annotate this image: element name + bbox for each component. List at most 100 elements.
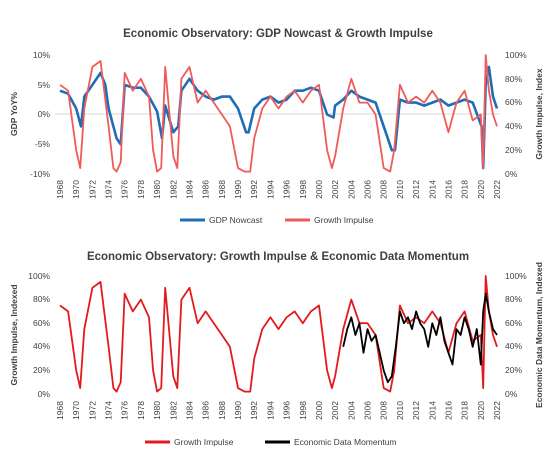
x-tick-label: 1972 (87, 401, 97, 420)
x-tick-label: 1998 (298, 180, 308, 199)
x-tick-label: 2000 (314, 180, 324, 199)
chart-2-y2tick: 0% (505, 389, 518, 399)
x-tick-label: 1994 (265, 401, 275, 420)
x-tick-label: 2002 (330, 401, 340, 420)
x-tick-label: 1992 (249, 401, 259, 420)
x-tick-label: 1996 (282, 180, 292, 199)
chart-2-right-tick-labels: 100% 80% 60% 40% 20% 0% (505, 271, 527, 399)
x-tick-label: 1986 (201, 180, 211, 199)
x-tick-label: 2020 (476, 401, 486, 420)
x-tick-label: 1970 (71, 401, 81, 420)
chart-2-y2tick: 20% (505, 365, 522, 375)
x-tick-label: 1974 (104, 180, 114, 199)
x-tick-label: 1984 (184, 401, 194, 420)
chart-1-y2tick: 40% (505, 121, 522, 131)
chart-1-y2tick: 60% (505, 97, 522, 107)
x-tick-label: 2022 (492, 180, 502, 199)
x-tick-label: 2008 (379, 180, 389, 199)
x-tick-label: 1996 (282, 401, 292, 420)
chart-1-y2label: Growth Impulse, Index (534, 68, 544, 159)
chart-2-left-tick-labels: 100% 80% 60% 40% 20% 0% (28, 271, 50, 399)
x-tick-label: 1988 (217, 401, 227, 420)
chart-2-y2tick: 80% (505, 294, 522, 304)
chart-2-y2tick: 60% (505, 318, 522, 328)
x-tick-label: 1978 (136, 180, 146, 199)
chart-2-y2label: Economic Data Momentum, Indexed (534, 262, 544, 408)
x-tick-label: 2014 (427, 180, 437, 199)
x-tick-label: 2018 (460, 401, 470, 420)
legend-label-growth-impulse: Growth Impulse (174, 437, 234, 447)
x-tick-label: 2016 (443, 180, 453, 199)
chart-2-ytick: 20% (33, 365, 50, 375)
x-tick-label: 1980 (152, 180, 162, 199)
x-tick-label: 1984 (184, 180, 194, 199)
chart-1-y2tick: 100% (505, 50, 527, 60)
x-tick-label: 2016 (443, 401, 453, 420)
x-tick-label: 2022 (492, 401, 502, 420)
legend-label-economic-data-momentum: Economic Data Momentum (294, 437, 397, 447)
chart-1-ytick: 10% (33, 50, 50, 60)
chart-1-right-tick-labels: 100% 80% 60% 40% 20% 0% (505, 50, 527, 179)
chart-1: Economic Observatory: GDP Nowcast & Grow… (9, 28, 544, 225)
x-tick-label: 2010 (395, 401, 405, 420)
x-tick-label: 1980 (152, 401, 162, 420)
chart-1-series-lines (59, 54, 499, 173)
chart-2-legend: Growth Impulse Economic Data Momentum (145, 437, 397, 447)
chart-1-x-tick-labels: 1968 1970 1972 1974 1976 1978 1980 1982 1984 1986… (55, 180, 502, 199)
x-tick-label: 1972 (87, 180, 97, 199)
x-tick-label: 2012 (411, 401, 421, 420)
chart-2-x-tick-labels: 1968 1970 1972 1974 1976 1978 1980 1982 1984 1986… (55, 401, 502, 420)
series-line-growth-impulse (59, 54, 498, 173)
legend-label-gdp-nowcast: GDP Nowcast (209, 215, 263, 225)
chart-1-legend: GDP Nowcast Growth Impulse (180, 215, 374, 225)
x-tick-label: 2004 (346, 180, 356, 199)
chart-2-ytick: 40% (33, 341, 50, 351)
x-tick-label: 1982 (168, 180, 178, 199)
x-tick-label: 1990 (233, 180, 243, 199)
x-tick-label: 1968 (55, 401, 65, 420)
x-tick-label: 2006 (363, 180, 373, 199)
x-tick-label: 1998 (298, 401, 308, 420)
x-tick-label: 2012 (411, 180, 421, 199)
x-tick-label: 1982 (168, 401, 178, 420)
x-tick-label: 2010 (395, 180, 405, 199)
chart-1-ytick: 0% (38, 109, 51, 119)
x-tick-label: 1986 (201, 401, 211, 420)
x-tick-label: 2008 (379, 401, 389, 420)
chart-1-y2tick: 80% (505, 74, 522, 84)
chart-1-ytick: -10% (30, 169, 50, 179)
legend-label-growth-impulse: Growth Impulse (314, 215, 374, 225)
x-tick-label: 2000 (314, 401, 324, 420)
series-line-growth-impulse (59, 275, 498, 393)
x-tick-label: 2006 (363, 401, 373, 420)
x-tick-label: 1978 (136, 401, 146, 420)
x-tick-label: 1992 (249, 180, 259, 199)
chart-1-ytick: -5% (35, 139, 51, 149)
x-tick-label: 1990 (233, 401, 243, 420)
x-tick-label: 2002 (330, 180, 340, 199)
x-tick-label: 2018 (460, 180, 470, 199)
chart-2-ytick: 0% (38, 389, 51, 399)
chart-2-ylabel: Growth Impulse, Indexed (9, 284, 19, 385)
x-tick-label: 1970 (71, 180, 81, 199)
chart-1-y2tick: 0% (505, 169, 518, 179)
chart-2-title: Economic Observatory: Growth Impulse & E… (87, 251, 469, 263)
chart-2-y2tick: 40% (505, 341, 522, 351)
chart-2-ytick: 60% (33, 318, 50, 328)
x-tick-label: 1988 (217, 180, 227, 199)
x-tick-label: 1976 (120, 401, 130, 420)
chart-2: Economic Observatory: Growth Impulse & E… (9, 251, 544, 447)
x-tick-label: 1994 (265, 180, 275, 199)
x-tick-label: 2020 (476, 180, 486, 199)
chart-2-ytick: 100% (28, 271, 50, 281)
chart-2-ytick: 80% (33, 294, 50, 304)
series-line-economic-data-momentum (342, 292, 498, 384)
chart-2-y2tick: 100% (505, 271, 527, 281)
chart-2-series-lines (59, 275, 498, 393)
chart-1-left-tick-labels: 10% 5% 0% -5% -10% (30, 50, 50, 179)
chart-1-ytick: 5% (38, 80, 51, 90)
x-tick-label: 1976 (120, 180, 130, 199)
chart-1-y2tick: 20% (505, 145, 522, 155)
chart-1-ylabel: GDP YoY% (9, 92, 19, 136)
